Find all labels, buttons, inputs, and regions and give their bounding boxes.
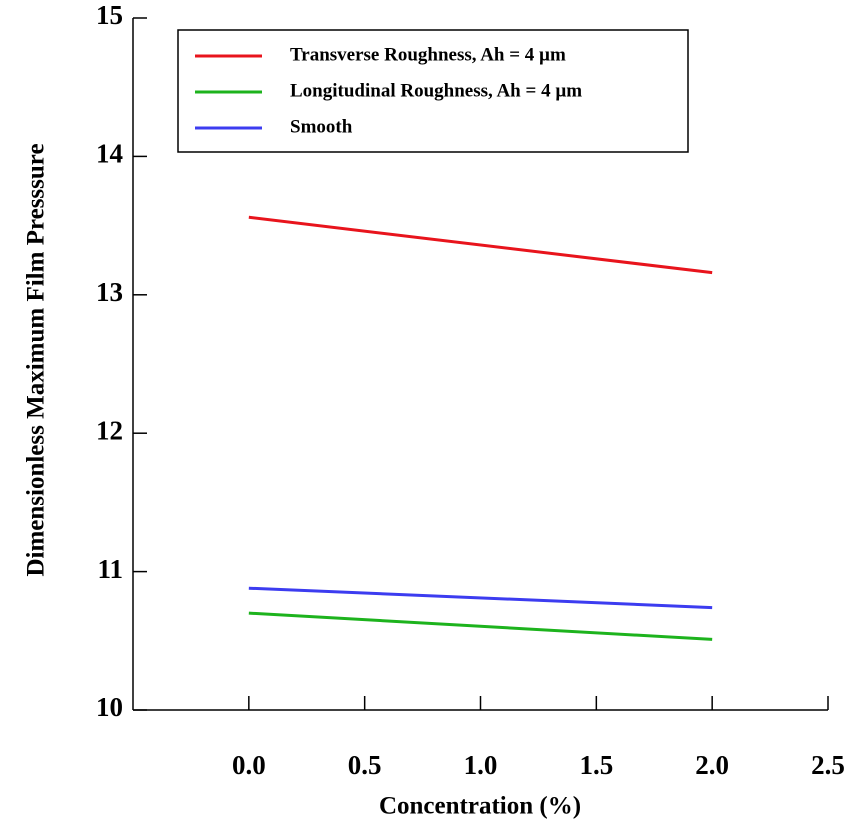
series-line — [248, 611, 713, 641]
series-line — [248, 215, 713, 275]
legend-label: Longitudinal Roughness, Ah = 4 µm — [290, 80, 582, 101]
y-tick-label: 12 — [96, 415, 123, 445]
y-tick-label: 15 — [96, 0, 123, 30]
x-tick-label: 2.5 — [811, 750, 845, 780]
x-tick-label: 0.5 — [348, 750, 382, 780]
x-tick-label: 1.0 — [464, 750, 498, 780]
x-tick-label: 1.5 — [579, 750, 613, 780]
y-tick-label: 13 — [96, 277, 123, 307]
y-tick-label: 10 — [96, 692, 123, 722]
series-line — [248, 586, 713, 610]
y-axis-title: Dimensionless Maximum Film Presssure — [23, 143, 50, 576]
legend-label: Transverse Roughness, Ah = 4 µm — [290, 44, 566, 65]
legend-box — [177, 29, 689, 153]
x-tick-label: 0.0 — [232, 750, 266, 780]
x-axis-title: Concentration (%) — [379, 793, 581, 820]
y-tick-label: 11 — [97, 554, 123, 584]
x-tick-label: 2.0 — [695, 750, 729, 780]
y-tick-label: 14 — [96, 139, 123, 169]
legend-label: Smooth — [290, 116, 353, 137]
